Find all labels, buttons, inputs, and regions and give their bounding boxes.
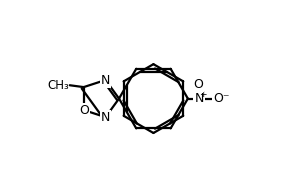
Text: CH₃: CH₃ — [47, 79, 69, 92]
Text: N: N — [101, 73, 110, 86]
Text: N: N — [101, 111, 110, 124]
Text: O⁻: O⁻ — [213, 92, 230, 105]
Text: N: N — [194, 92, 204, 105]
Text: O: O — [193, 78, 203, 91]
Text: O: O — [79, 104, 89, 117]
Text: +: + — [199, 90, 206, 99]
